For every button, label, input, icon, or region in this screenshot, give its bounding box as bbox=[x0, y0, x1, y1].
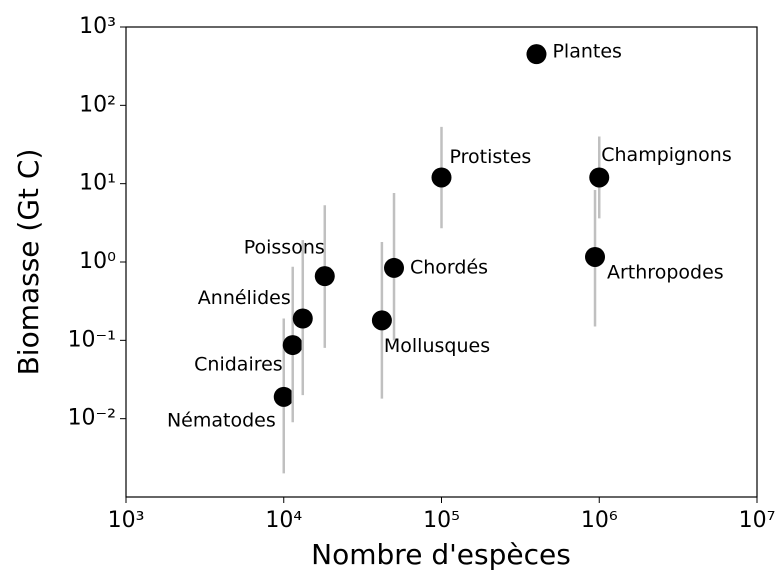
point bbox=[282, 335, 303, 356]
point-label: Poissons bbox=[244, 237, 325, 259]
point bbox=[431, 167, 452, 188]
y-tick-label: 10¹ bbox=[79, 171, 116, 196]
point-label: Champignons bbox=[601, 144, 731, 166]
y-tick-label: 10² bbox=[79, 92, 116, 117]
point bbox=[384, 257, 405, 278]
y-tick-label: 10³ bbox=[79, 14, 116, 39]
x-tick-label: 10⁴ bbox=[265, 508, 302, 533]
x-tick-label: 10⁶ bbox=[581, 508, 618, 533]
point-label: Nématodes bbox=[167, 409, 276, 431]
point bbox=[371, 310, 392, 331]
point bbox=[589, 167, 610, 188]
point-label: Annélides bbox=[198, 287, 291, 309]
point-label: Chordés bbox=[410, 256, 488, 278]
x-axis-label: Nombre d'espèces bbox=[311, 538, 571, 571]
point bbox=[292, 308, 313, 329]
point-label: Cnidaires bbox=[194, 354, 283, 376]
point bbox=[314, 266, 335, 287]
y-tick-label: 10⁻¹ bbox=[68, 327, 116, 352]
y-tick-label: 10⁰ bbox=[79, 249, 116, 274]
point-label: Arthropodes bbox=[607, 261, 724, 283]
point bbox=[585, 246, 606, 267]
y-axis-label: Biomasse (Gt C) bbox=[12, 149, 45, 376]
y-tick-label: 10⁻² bbox=[68, 406, 116, 431]
point-label: Mollusques bbox=[384, 335, 490, 357]
point bbox=[526, 44, 547, 65]
point-label: Plantes bbox=[552, 41, 621, 63]
x-tick-label: 10⁷ bbox=[739, 508, 776, 533]
x-tick-label: 10³ bbox=[108, 508, 145, 533]
point-label: Protistes bbox=[450, 146, 532, 168]
x-tick-label: 10⁵ bbox=[423, 508, 460, 533]
point bbox=[273, 386, 294, 407]
